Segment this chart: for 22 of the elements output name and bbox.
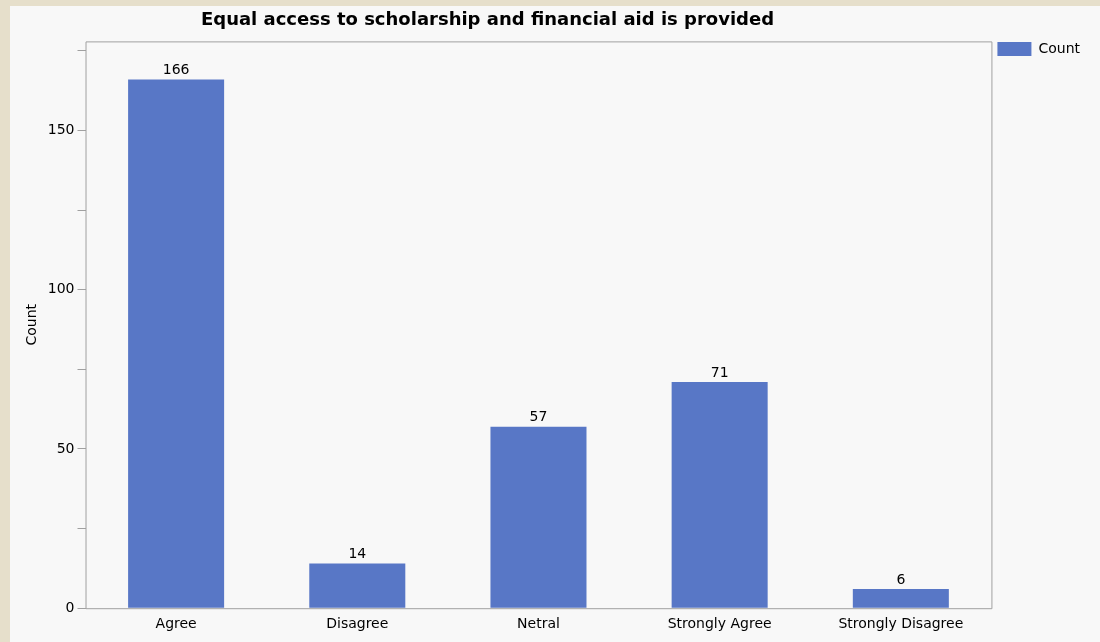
bar: [490, 426, 587, 608]
bar: [128, 79, 225, 608]
data-label: 166: [162, 61, 190, 78]
y-tick-label: 0: [65, 598, 75, 615]
x-tick-label: Agree: [155, 615, 197, 632]
legend-label: Count: [1038, 39, 1081, 56]
y-axis-title: Count: [23, 303, 40, 346]
x-tick-label: Netral: [517, 615, 560, 632]
x-tick-label: Strongly Agree: [667, 615, 772, 632]
bar: [309, 563, 406, 608]
chart-title: Equal access to scholarship and financial aid is provided: [199, 8, 776, 29]
data-label: 6: [896, 570, 906, 587]
data-label: 57: [529, 408, 548, 425]
x-tick-label: Strongly Disagree: [838, 615, 964, 632]
x-tick-label: Disagree: [326, 615, 389, 632]
data-label: 71: [710, 363, 729, 380]
data-label: 14: [348, 545, 367, 562]
y-tick-label: 100: [47, 280, 75, 297]
bar: [671, 382, 768, 608]
y-tick-label: 150: [47, 121, 75, 138]
bar: [852, 589, 949, 608]
y-tick-label: 50: [56, 439, 75, 456]
